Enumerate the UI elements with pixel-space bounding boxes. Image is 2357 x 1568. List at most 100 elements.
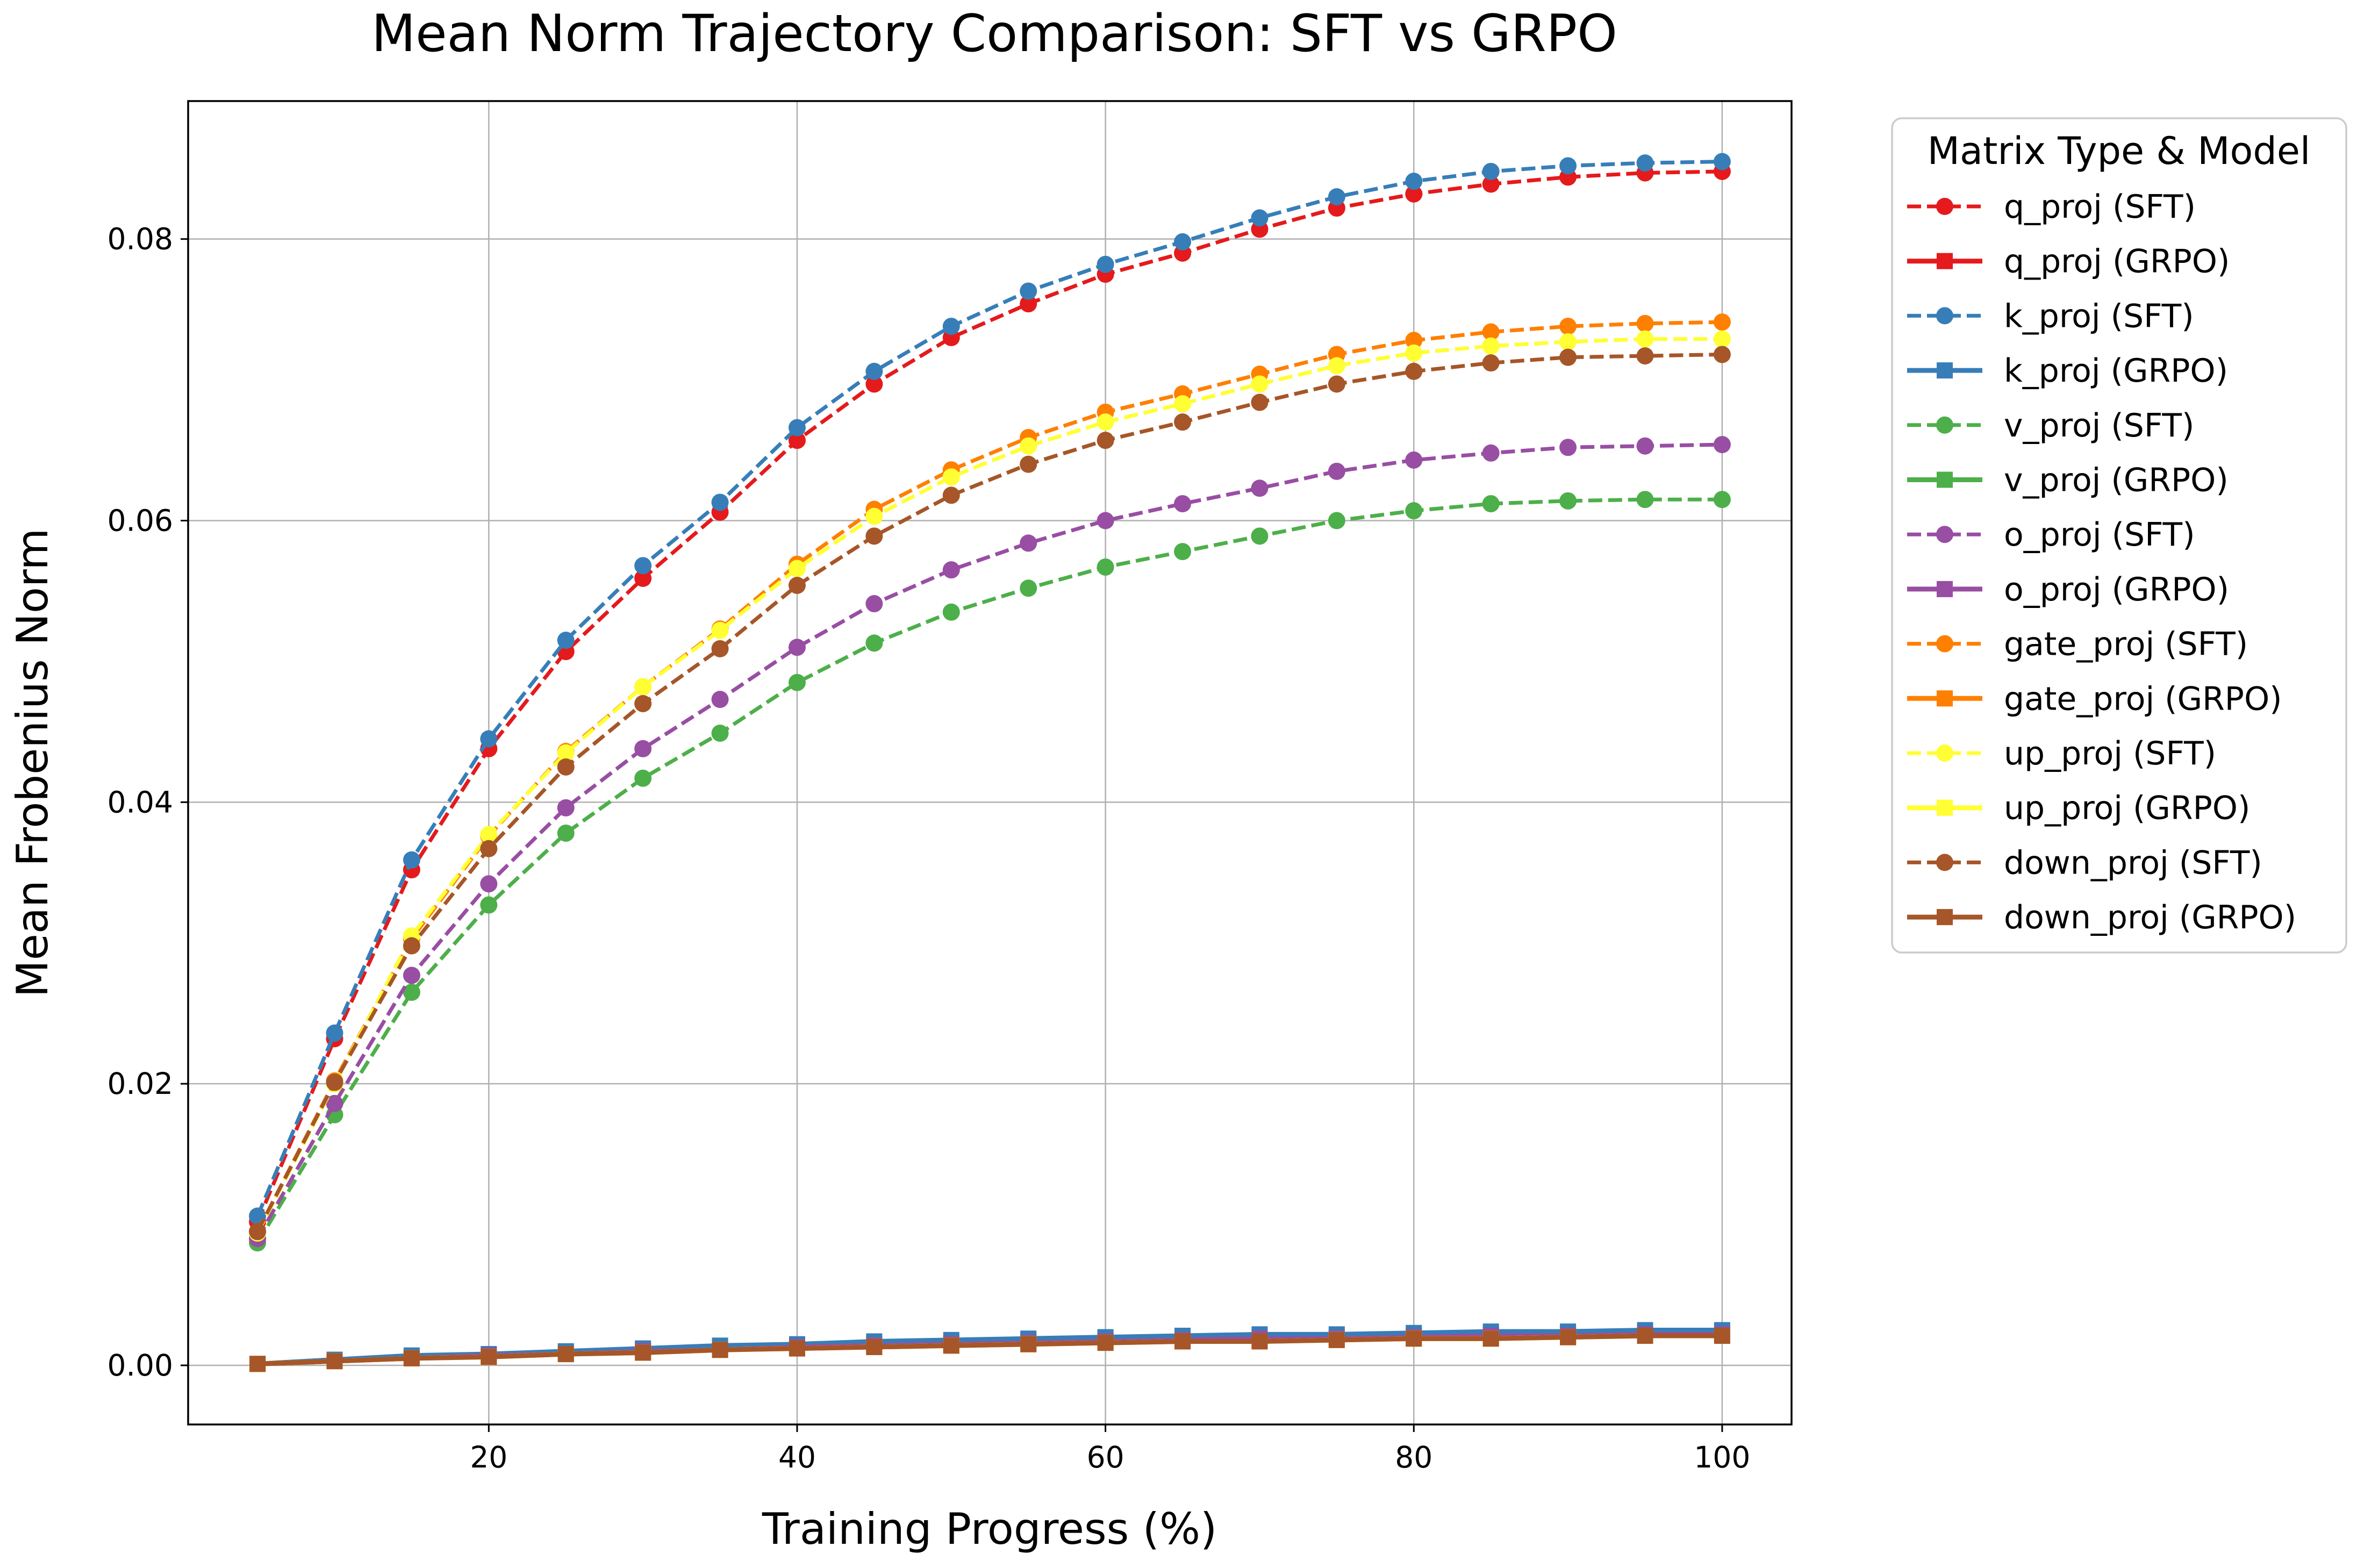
data-point — [1328, 512, 1345, 529]
data-point — [1020, 295, 1037, 313]
data-point — [557, 1346, 574, 1363]
data-point — [942, 468, 960, 486]
data-point — [1174, 413, 1192, 431]
legend-item: o_proj (GRPO) — [1907, 571, 2229, 608]
data-point — [1174, 1333, 1191, 1350]
data-point — [1405, 332, 1423, 349]
data-point — [1559, 439, 1577, 456]
data-point — [1713, 313, 1731, 331]
data-point — [712, 1342, 728, 1358]
data-point — [1636, 437, 1654, 455]
legend-label: down_proj (SFT) — [2004, 844, 2262, 882]
data-point — [711, 621, 729, 639]
data-point — [1636, 154, 1654, 172]
data-point — [943, 1337, 959, 1354]
data-point — [403, 1350, 420, 1366]
legend-label: q_proj (GRPO) — [2004, 243, 2230, 281]
data-point — [942, 561, 960, 579]
data-point — [249, 1356, 266, 1372]
data-point — [1713, 330, 1731, 348]
data-point — [557, 799, 575, 817]
legend-label: down_proj (GRPO) — [2004, 899, 2296, 936]
legend-swatch-marker — [1937, 362, 1953, 379]
legend-item: up_proj (SFT) — [1907, 735, 2216, 772]
data-point — [711, 640, 729, 657]
data-point — [326, 1024, 343, 1042]
data-point — [635, 1344, 651, 1361]
data-point — [711, 691, 729, 708]
legend-label: o_proj (GRPO) — [2004, 571, 2229, 608]
data-point — [1020, 579, 1037, 597]
legend-label: up_proj (SFT) — [2004, 735, 2216, 772]
data-point — [403, 983, 420, 1001]
data-point — [1174, 233, 1192, 250]
data-point — [326, 1073, 343, 1091]
data-point — [634, 678, 652, 696]
legend-label: k_proj (GRPO) — [2004, 352, 2228, 390]
data-point — [1713, 491, 1731, 509]
y-axis-title: Mean Frobenius Norm — [8, 528, 58, 998]
data-point — [249, 1223, 267, 1241]
series-up-proj-sft — [249, 330, 1731, 1242]
series-line-v-proj-sft — [256, 497, 1722, 1244]
legend-swatch-marker — [1937, 690, 1953, 707]
data-point — [788, 560, 806, 577]
data-point — [1405, 344, 1423, 362]
data-point — [865, 362, 883, 380]
legend-item: gate_proj (GRPO) — [1907, 680, 2282, 718]
data-point — [326, 1094, 343, 1112]
data-point — [1405, 185, 1423, 203]
y-tick-label: 0.02 — [108, 1066, 173, 1101]
data-point — [1405, 362, 1423, 380]
legend-swatch-marker — [1937, 909, 1953, 926]
data-point — [1251, 527, 1269, 545]
legend-swatch-marker — [1937, 581, 1953, 597]
x-tick-label: 20 — [470, 1440, 507, 1474]
x-axis-title: Training Progress (%) — [762, 1504, 1217, 1554]
data-point — [711, 493, 729, 511]
series-line-up-proj-sft — [255, 337, 1722, 1234]
data-point — [1560, 1329, 1577, 1345]
series-line-k-proj-sft — [255, 160, 1722, 1217]
data-point — [1174, 543, 1192, 561]
data-point — [788, 639, 806, 656]
data-point — [1405, 173, 1423, 190]
data-point — [788, 432, 806, 449]
legend-item: k_proj (GRPO) — [1907, 352, 2228, 390]
legend-label: up_proj (GRPO) — [2004, 790, 2250, 827]
legend-swatch-marker — [1936, 526, 1953, 543]
data-point — [865, 375, 883, 393]
data-point — [480, 840, 498, 857]
data-point — [1559, 318, 1577, 335]
legend-item: q_proj (GRPO) — [1907, 243, 2230, 281]
series-k-proj-sft — [249, 153, 1731, 1225]
data-point — [1559, 333, 1577, 350]
data-point — [1559, 157, 1577, 175]
data-point — [942, 603, 960, 621]
data-point — [480, 875, 498, 893]
legend-swatch-marker — [1936, 198, 1953, 215]
legend-label: v_proj (GRPO) — [2004, 462, 2229, 499]
series-v-proj-sft — [249, 491, 1731, 1252]
legend-label: gate_proj (GRPO) — [2004, 680, 2282, 718]
data-point — [1328, 1331, 1345, 1348]
series-line-o-proj-sft — [256, 442, 1722, 1240]
data-point — [403, 937, 420, 955]
data-point — [1636, 347, 1654, 365]
data-point — [1713, 436, 1731, 454]
data-point — [866, 1338, 883, 1355]
data-point — [711, 724, 729, 742]
data-point — [1020, 455, 1037, 473]
data-point — [1714, 1327, 1730, 1344]
y-tick-label: 0.08 — [108, 222, 173, 256]
data-point — [557, 758, 575, 776]
series-line-down-proj-sft — [255, 352, 1722, 1233]
data-point — [1174, 395, 1192, 413]
legend-items: q_proj (SFT) q_proj (GRPO) k_proj (SFT) k_p… — [1907, 188, 2296, 936]
data-point — [788, 419, 806, 436]
data-point — [789, 1340, 805, 1357]
data-point — [557, 824, 575, 842]
data-point — [788, 576, 806, 594]
data-point — [481, 1349, 497, 1365]
